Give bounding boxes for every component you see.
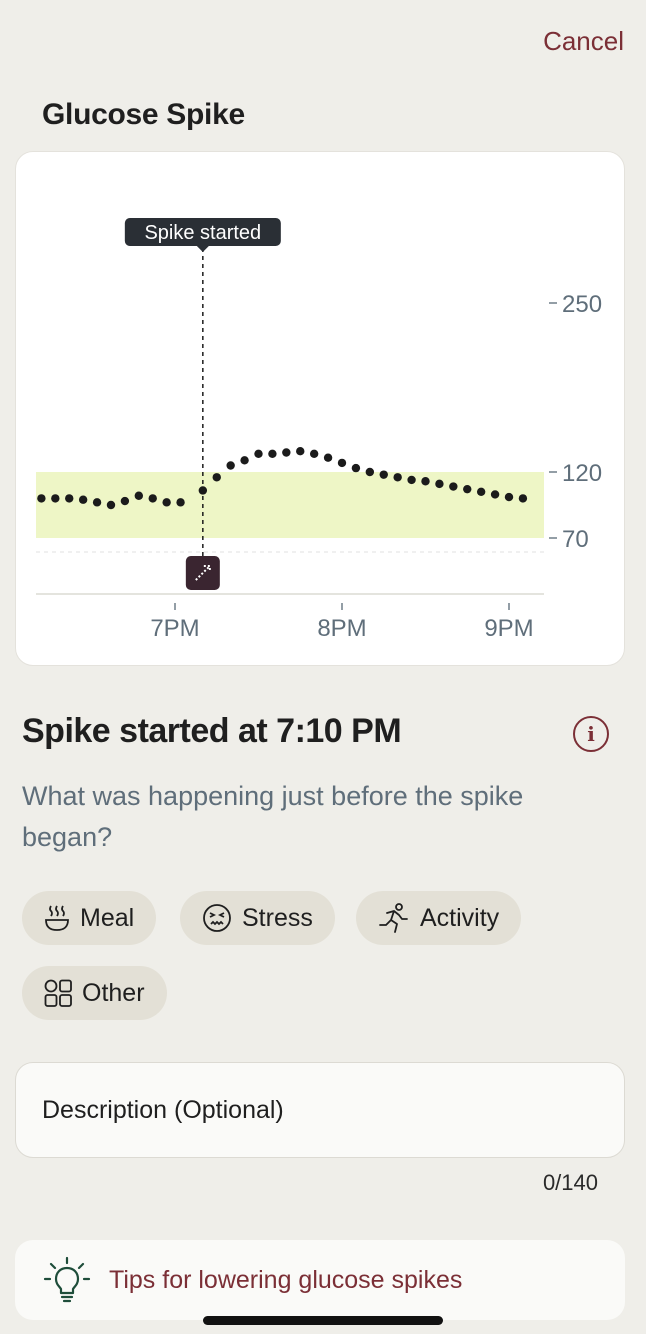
glucose-point: [463, 484, 472, 494]
cancel-button[interactable]: Cancel: [543, 26, 624, 56]
expand-marker-button[interactable]: [185, 556, 220, 590]
spike-tag-label: Spike started: [144, 222, 261, 244]
cause-chip-label: Meal: [80, 903, 135, 932]
lightbulb-icon: [43, 1256, 91, 1303]
x-tick-label: 7PM: [150, 615, 199, 642]
glucose-point: [198, 486, 208, 495]
glucose-point: [365, 467, 375, 477]
y-tick-label: 70: [562, 526, 589, 553]
expand-icon: [195, 565, 211, 581]
glucose-point: [421, 477, 430, 486]
glucose-point: [148, 494, 157, 503]
glucose-point: [240, 456, 249, 465]
glucose-point: [337, 458, 347, 468]
glucose-point: [476, 487, 486, 496]
glucose-point: [323, 453, 333, 462]
glucose-point: [351, 463, 361, 473]
glucose-point: [212, 473, 221, 482]
cause-chip-stress[interactable]: Stress: [180, 891, 335, 945]
glucose-point: [407, 475, 416, 485]
glucose-point: [309, 449, 319, 458]
cause-chip-activity[interactable]: Activity: [356, 891, 522, 945]
glucose-point: [518, 494, 528, 503]
glucose-point: [162, 498, 171, 507]
glucose-point: [296, 447, 305, 456]
glucose-point: [379, 470, 388, 479]
glucose-point: [106, 500, 116, 510]
tips-link[interactable]: Tips for lowering glucose spikes: [15, 1240, 625, 1320]
running-icon: [379, 903, 408, 933]
glucose-point: [51, 494, 60, 503]
y-tick-label: 120: [562, 460, 602, 487]
spike-tag-background: [124, 218, 281, 246]
cause-chip-label: Other: [82, 978, 145, 1007]
stressed-face-icon: [203, 904, 231, 932]
glucose-point: [254, 449, 263, 458]
tips-label: Tips for lowering glucose spikes: [109, 1265, 463, 1294]
spike-start-heading: Spike started at 7:10 PM: [22, 712, 402, 750]
spike-tag-pointer: [196, 246, 209, 252]
spike-question: What was happening just before the spike…: [22, 781, 524, 852]
y-tick-label: 250: [562, 291, 602, 318]
home-indicator: [203, 1316, 443, 1325]
x-tick-label: 9PM: [484, 615, 533, 642]
info-button[interactable]: i: [573, 716, 609, 752]
glucose-point: [65, 494, 74, 503]
glucose-point: [37, 494, 46, 503]
glucose-point: [490, 490, 500, 499]
glucose-point: [78, 495, 88, 504]
cause-chip-label: Stress: [242, 903, 313, 932]
glucose-point: [449, 482, 458, 491]
glucose-point: [282, 448, 291, 457]
glucose-point: [268, 449, 277, 458]
bowl-icon: [45, 905, 69, 931]
glucose-point: [176, 498, 185, 507]
glucose-point: [134, 491, 144, 500]
glucose-chart-card: 250 120 70 7PM 8PM 9PM Spike started: [15, 151, 625, 666]
glucose-point: [226, 461, 235, 470]
glucose-point: [393, 473, 402, 482]
target-range-band: [36, 472, 544, 538]
description-input[interactable]: [15, 1062, 625, 1158]
glucose-point: [92, 498, 102, 507]
x-tick-label: 8PM: [317, 615, 366, 642]
character-counter: 0/140: [542, 1170, 598, 1195]
glucose-point: [504, 492, 514, 502]
glucose-chart: 250 120 70 7PM 8PM 9PM Spike started: [36, 218, 602, 642]
grid-icon: [44, 979, 72, 1007]
cause-chip-label: Activity: [420, 903, 500, 932]
info-icon: i: [587, 722, 595, 746]
glucose-point: [120, 496, 130, 506]
cause-chip-other[interactable]: Other: [22, 966, 167, 1020]
page-title: Glucose Spike: [42, 98, 245, 131]
cause-chip-meal[interactable]: Meal: [22, 891, 157, 945]
glucose-point: [435, 479, 444, 489]
